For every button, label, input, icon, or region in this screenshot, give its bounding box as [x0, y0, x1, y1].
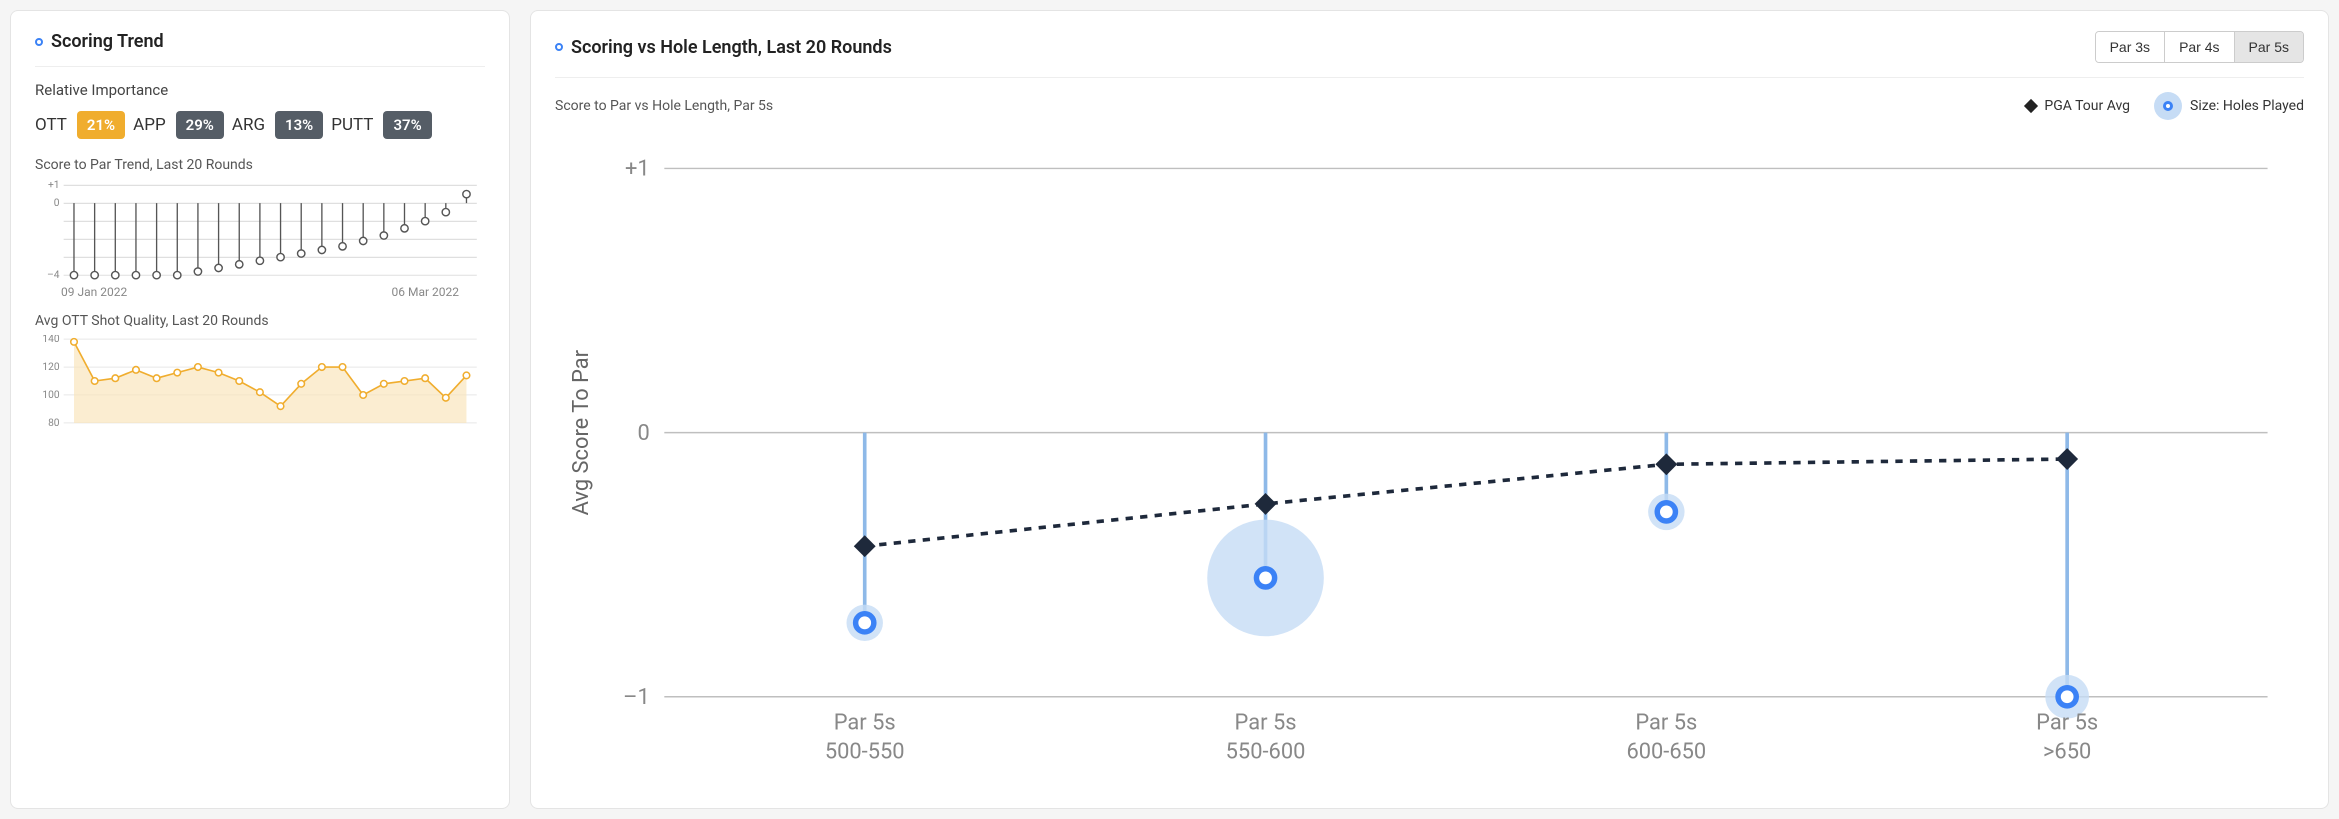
chart-header-row: Score to Par vs Hole Length, Par 5s PGA … — [555, 92, 2304, 120]
importance-badge: 37% — [383, 111, 431, 139]
tab-par-4s[interactable]: Par 4s — [2164, 32, 2233, 62]
importance-label: OTT — [35, 115, 67, 135]
svg-text:–4: –4 — [47, 270, 60, 281]
importance-label: ARG — [232, 115, 265, 135]
card-title-row: Scoring vs Hole Length, Last 20 Rounds P… — [555, 31, 2304, 63]
circle-inner-icon — [2163, 101, 2173, 111]
score-trend-subtitle: Score to Par Trend, Last 20 Rounds — [35, 157, 485, 173]
score-trend-chart-container: Score to Par Trend, Last 20 Rounds +1 0 –4… — [35, 157, 485, 299]
svg-text:Avg Score To Par: Avg Score To Par — [569, 349, 594, 515]
relative-importance-row: OTT 21% APP 29% ARG 13% PUTT 37% — [35, 111, 485, 139]
ott-quality-subtitle: Avg OTT Shot Quality, Last 20 Rounds — [35, 313, 485, 329]
ott-quality-chart-container: Avg OTT Shot Quality, Last 20 Rounds 140… — [35, 313, 485, 427]
svg-text:Par 5s: Par 5s — [834, 711, 896, 736]
svg-text:140: 140 — [42, 335, 59, 345]
svg-text:Par 5s: Par 5s — [1235, 711, 1297, 736]
svg-text:120: 120 — [42, 362, 59, 373]
score-trend-chart: +1 0 –4 — [35, 179, 485, 281]
scoring-vs-hole-length-chart: +1 0 –1 Avg Score To Par Par 5s 500-550 Par 5s… — [555, 132, 2304, 788]
svg-text:0: 0 — [637, 421, 649, 446]
divider — [555, 77, 2304, 78]
scoring-trend-card: Scoring Trend Relative Importance OTT 21%… — [10, 10, 510, 809]
svg-text:600-650: 600-650 — [1626, 740, 1706, 765]
legend-size: Size: Holes Played — [2154, 92, 2304, 120]
diamond-icon — [2024, 99, 2038, 113]
importance-label: PUTT — [331, 115, 373, 135]
svg-text:100: 100 — [42, 390, 59, 401]
svg-text:80: 80 — [48, 418, 60, 427]
legend-pga: PGA Tour Avg — [2026, 98, 2130, 114]
svg-text:+1: +1 — [625, 157, 650, 182]
scoring-subtitle: Score to Par vs Hole Length, Par 5s — [555, 98, 773, 114]
importance-badge: 29% — [176, 111, 224, 139]
card-title-row: Scoring Trend — [35, 31, 485, 52]
importance-label: APP — [133, 115, 166, 135]
svg-text:+1: +1 — [48, 180, 60, 191]
chart-date-range: 09 Jan 2022 06 Mar 2022 — [35, 281, 485, 299]
ott-quality-chart: 140 120 100 80 — [35, 335, 485, 427]
card-title: Scoring vs Hole Length, Last 20 Rounds — [571, 37, 892, 58]
tab-par-3s[interactable]: Par 3s — [2096, 32, 2164, 62]
par-tab-group: Par 3sPar 4sPar 5s — [2095, 31, 2304, 63]
title-left: Scoring vs Hole Length, Last 20 Rounds — [555, 37, 892, 58]
svg-text:Par 5s: Par 5s — [2036, 711, 2098, 736]
card-title: Scoring Trend — [51, 31, 164, 52]
circle-icon — [2154, 92, 2182, 120]
legend-pga-label: PGA Tour Avg — [2044, 98, 2130, 114]
svg-text:>650: >650 — [2043, 740, 2091, 765]
svg-text:550-600: 550-600 — [1226, 740, 1306, 765]
bullet-icon — [555, 43, 563, 51]
bullet-icon — [35, 38, 43, 46]
svg-text:500-550: 500-550 — [825, 740, 905, 765]
tab-par-5s[interactable]: Par 5s — [2234, 32, 2303, 62]
chart-legend: PGA Tour Avg Size: Holes Played — [2026, 92, 2304, 120]
divider — [35, 66, 485, 67]
importance-badge: 21% — [77, 111, 125, 139]
svg-text:–1: –1 — [623, 685, 650, 710]
legend-size-label: Size: Holes Played — [2190, 98, 2304, 114]
relative-importance-label: Relative Importance — [35, 81, 485, 99]
date-start: 09 Jan 2022 — [61, 285, 127, 299]
svg-text:0: 0 — [54, 198, 60, 209]
importance-badge: 13% — [275, 111, 323, 139]
scoring-vs-hole-length-card: Scoring vs Hole Length, Last 20 Rounds P… — [530, 10, 2329, 809]
svg-text:Par 5s: Par 5s — [1635, 711, 1697, 736]
date-end: 06 Mar 2022 — [392, 285, 460, 299]
